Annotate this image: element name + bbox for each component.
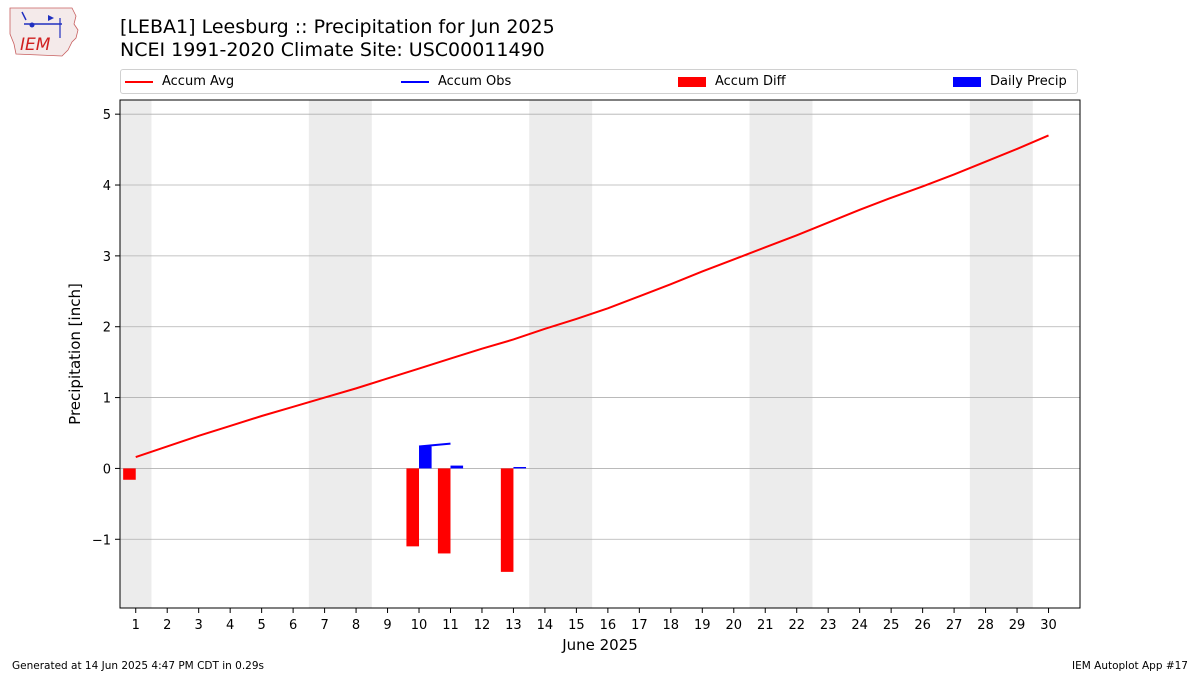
legend-swatch-box-icon: [953, 76, 981, 87]
x-tick-label: 7: [320, 618, 328, 633]
x-tick-label: 30: [1040, 618, 1057, 633]
x-tick-label: 18: [663, 618, 680, 633]
x-tick-label: 21: [757, 618, 774, 633]
weekend-shade: [308, 100, 372, 608]
y-tick-label: 4: [103, 179, 111, 194]
x-tick-label: 11: [442, 618, 459, 633]
y-tick-label: 2: [103, 321, 111, 336]
legend-item-daily-precip: Daily Precip: [953, 73, 1067, 91]
x-tick-label: 29: [1009, 618, 1026, 633]
x-tick-label: 5: [257, 618, 265, 633]
line-accum-obs: [418, 442, 451, 448]
bar-accum-diff: [123, 468, 136, 480]
legend-swatch-line-icon: [401, 80, 429, 83]
weekend-shade: [749, 100, 813, 608]
x-tick-label: 26: [914, 618, 931, 633]
legend-item-accum-diff: Accum Diff: [678, 73, 786, 91]
x-tick-label: 9: [383, 618, 391, 633]
logo-text: IEM: [20, 35, 51, 55]
bar-daily-precip: [419, 446, 432, 469]
x-tick-label: 12: [474, 618, 491, 633]
x-tick-label: 19: [694, 618, 711, 633]
legend-swatch-line-icon: [125, 80, 153, 83]
weekend-shade: [969, 100, 1033, 608]
weekend-shade: [529, 100, 593, 608]
plot-frame: [119, 99, 1081, 609]
legend-label: Accum Obs: [438, 74, 512, 89]
x-tick-label: 4: [226, 618, 234, 633]
x-axis-label: June 2025: [561, 636, 638, 654]
x-tick-label: 2: [163, 618, 171, 633]
legend-label: Accum Diff: [715, 74, 786, 89]
legend-item-accum-obs: Accum Obs: [401, 73, 511, 91]
x-tick-label: 1: [132, 618, 140, 633]
x-tick-label: 16: [600, 618, 617, 633]
chart-title: [LEBA1] Leesburg :: Precipitation for Ju…: [120, 16, 555, 38]
footer-app-text: IEM Autoplot App #17: [1072, 660, 1188, 672]
x-tick-label: 28: [977, 618, 994, 633]
x-tick-label: 22: [788, 618, 805, 633]
bar-daily-precip: [513, 467, 527, 469]
bar-daily-precip: [450, 465, 464, 469]
legend-label: Daily Precip: [990, 74, 1067, 89]
bar-accum-diff: [500, 468, 514, 572]
x-tick-label: 23: [820, 618, 837, 633]
x-tick-label: 15: [568, 618, 585, 633]
x-tick-label: 3: [195, 618, 203, 633]
iem-logo: IEM: [9, 7, 79, 57]
x-tick-label: 14: [537, 618, 554, 633]
legend-swatch-box-icon: [678, 76, 706, 87]
x-tick-label: 25: [883, 618, 900, 633]
legend: Accum Avg Accum Obs Accum Diff Daily Pre…: [120, 69, 1078, 94]
bar-accum-diff: [437, 468, 451, 554]
y-tick-label: 3: [103, 250, 111, 265]
weekend-shade: [120, 100, 152, 608]
legend-item-accum-avg: Accum Avg: [125, 73, 234, 91]
legend-label: Accum Avg: [162, 74, 235, 89]
x-tick-label: 6: [289, 618, 297, 633]
x-tick-label: 24: [851, 618, 868, 633]
x-tick-label: 8: [352, 618, 360, 633]
x-tick-label: 13: [505, 618, 522, 633]
y-tick-label: 1: [103, 392, 111, 407]
x-tick-label: 20: [725, 618, 742, 633]
y-axis-label: Precipitation [inch]: [66, 283, 84, 425]
x-tick-label: 27: [946, 618, 963, 633]
y-tick-label: 0: [103, 462, 111, 477]
bar-accum-diff: [406, 468, 420, 547]
footer-generated-text: Generated at 14 Jun 2025 4:47 PM CDT in …: [12, 660, 265, 672]
chart-subtitle: NCEI 1991-2020 Climate Site: USC00011490: [120, 39, 545, 61]
x-tick-label: 17: [631, 618, 648, 633]
x-tick-label: 10: [411, 618, 428, 633]
line-accum-avg: [135, 134, 1049, 459]
y-tick-label: −1: [92, 533, 111, 548]
y-tick-label: 5: [103, 108, 111, 123]
